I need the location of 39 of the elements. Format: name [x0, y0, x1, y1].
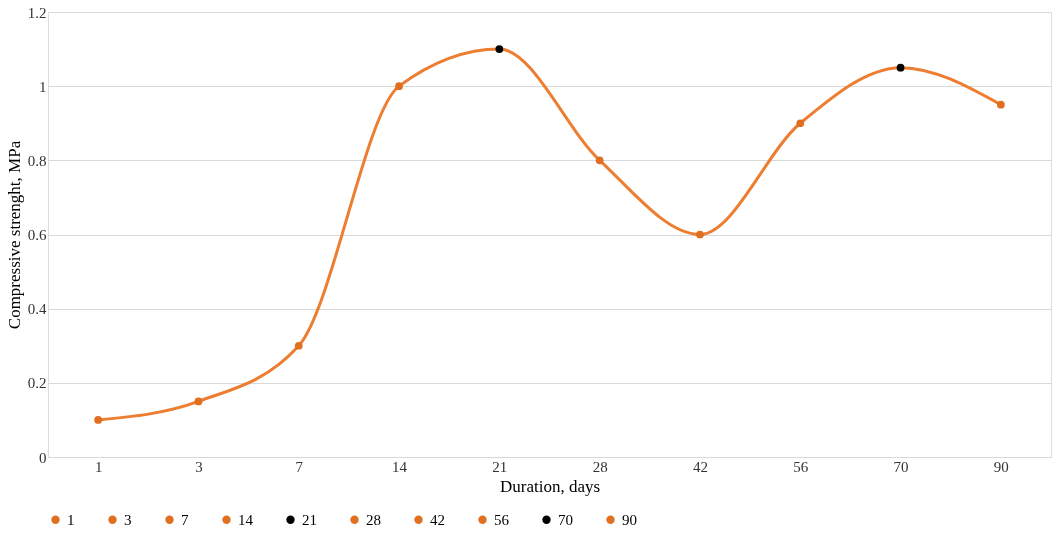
- point: [294, 341, 303, 350]
- x-axis-title: Duration, days: [499, 476, 601, 496]
- legend-label: 14: [238, 511, 254, 528]
- point: [696, 230, 704, 239]
- x-tick-label: 42: [692, 458, 708, 475]
- x-tick-label: 90: [993, 458, 1009, 475]
- y-tick-label: 0.2: [27, 375, 47, 392]
- legend-label: 90: [622, 511, 637, 528]
- y-tick-label: 1.2: [27, 4, 47, 21]
- legend-label: 28: [366, 511, 381, 528]
- point: [595, 156, 604, 165]
- legend-label: 21: [302, 511, 317, 528]
- point: [896, 63, 905, 72]
- legend-label: 7: [181, 511, 189, 528]
- legend-label: 70: [558, 511, 573, 528]
- point: [94, 416, 103, 424]
- x-tick-label: 3: [195, 458, 203, 475]
- y-tick-label: 0.4: [27, 301, 47, 318]
- legend-label: 56: [494, 511, 510, 528]
- x-tick-label: 70: [893, 458, 909, 475]
- y-tick-label: 0: [39, 449, 47, 466]
- point: [194, 397, 203, 406]
- x-tick-label: 28: [592, 458, 608, 475]
- point: [996, 100, 1005, 109]
- x-tick-label: 7: [295, 458, 304, 475]
- y-tick-label: 0.8: [27, 152, 47, 169]
- y-axis-title: Compressive strenght, MPa: [4, 140, 24, 330]
- x-tick-label: 21: [492, 458, 508, 475]
- x-tick-label: 14: [392, 458, 408, 475]
- y-tick-label: 0.6: [27, 227, 47, 243]
- point: [495, 45, 504, 53]
- legend-label: 1: [67, 511, 75, 528]
- point: [796, 119, 805, 128]
- legend-label: 42: [430, 511, 445, 528]
- x-tick-label: 1: [94, 458, 103, 475]
- x-tick-label: 56: [793, 458, 809, 475]
- point: [395, 82, 403, 91]
- y-tick-label: 1: [39, 78, 47, 95]
- legend-label: 3: [124, 511, 132, 528]
